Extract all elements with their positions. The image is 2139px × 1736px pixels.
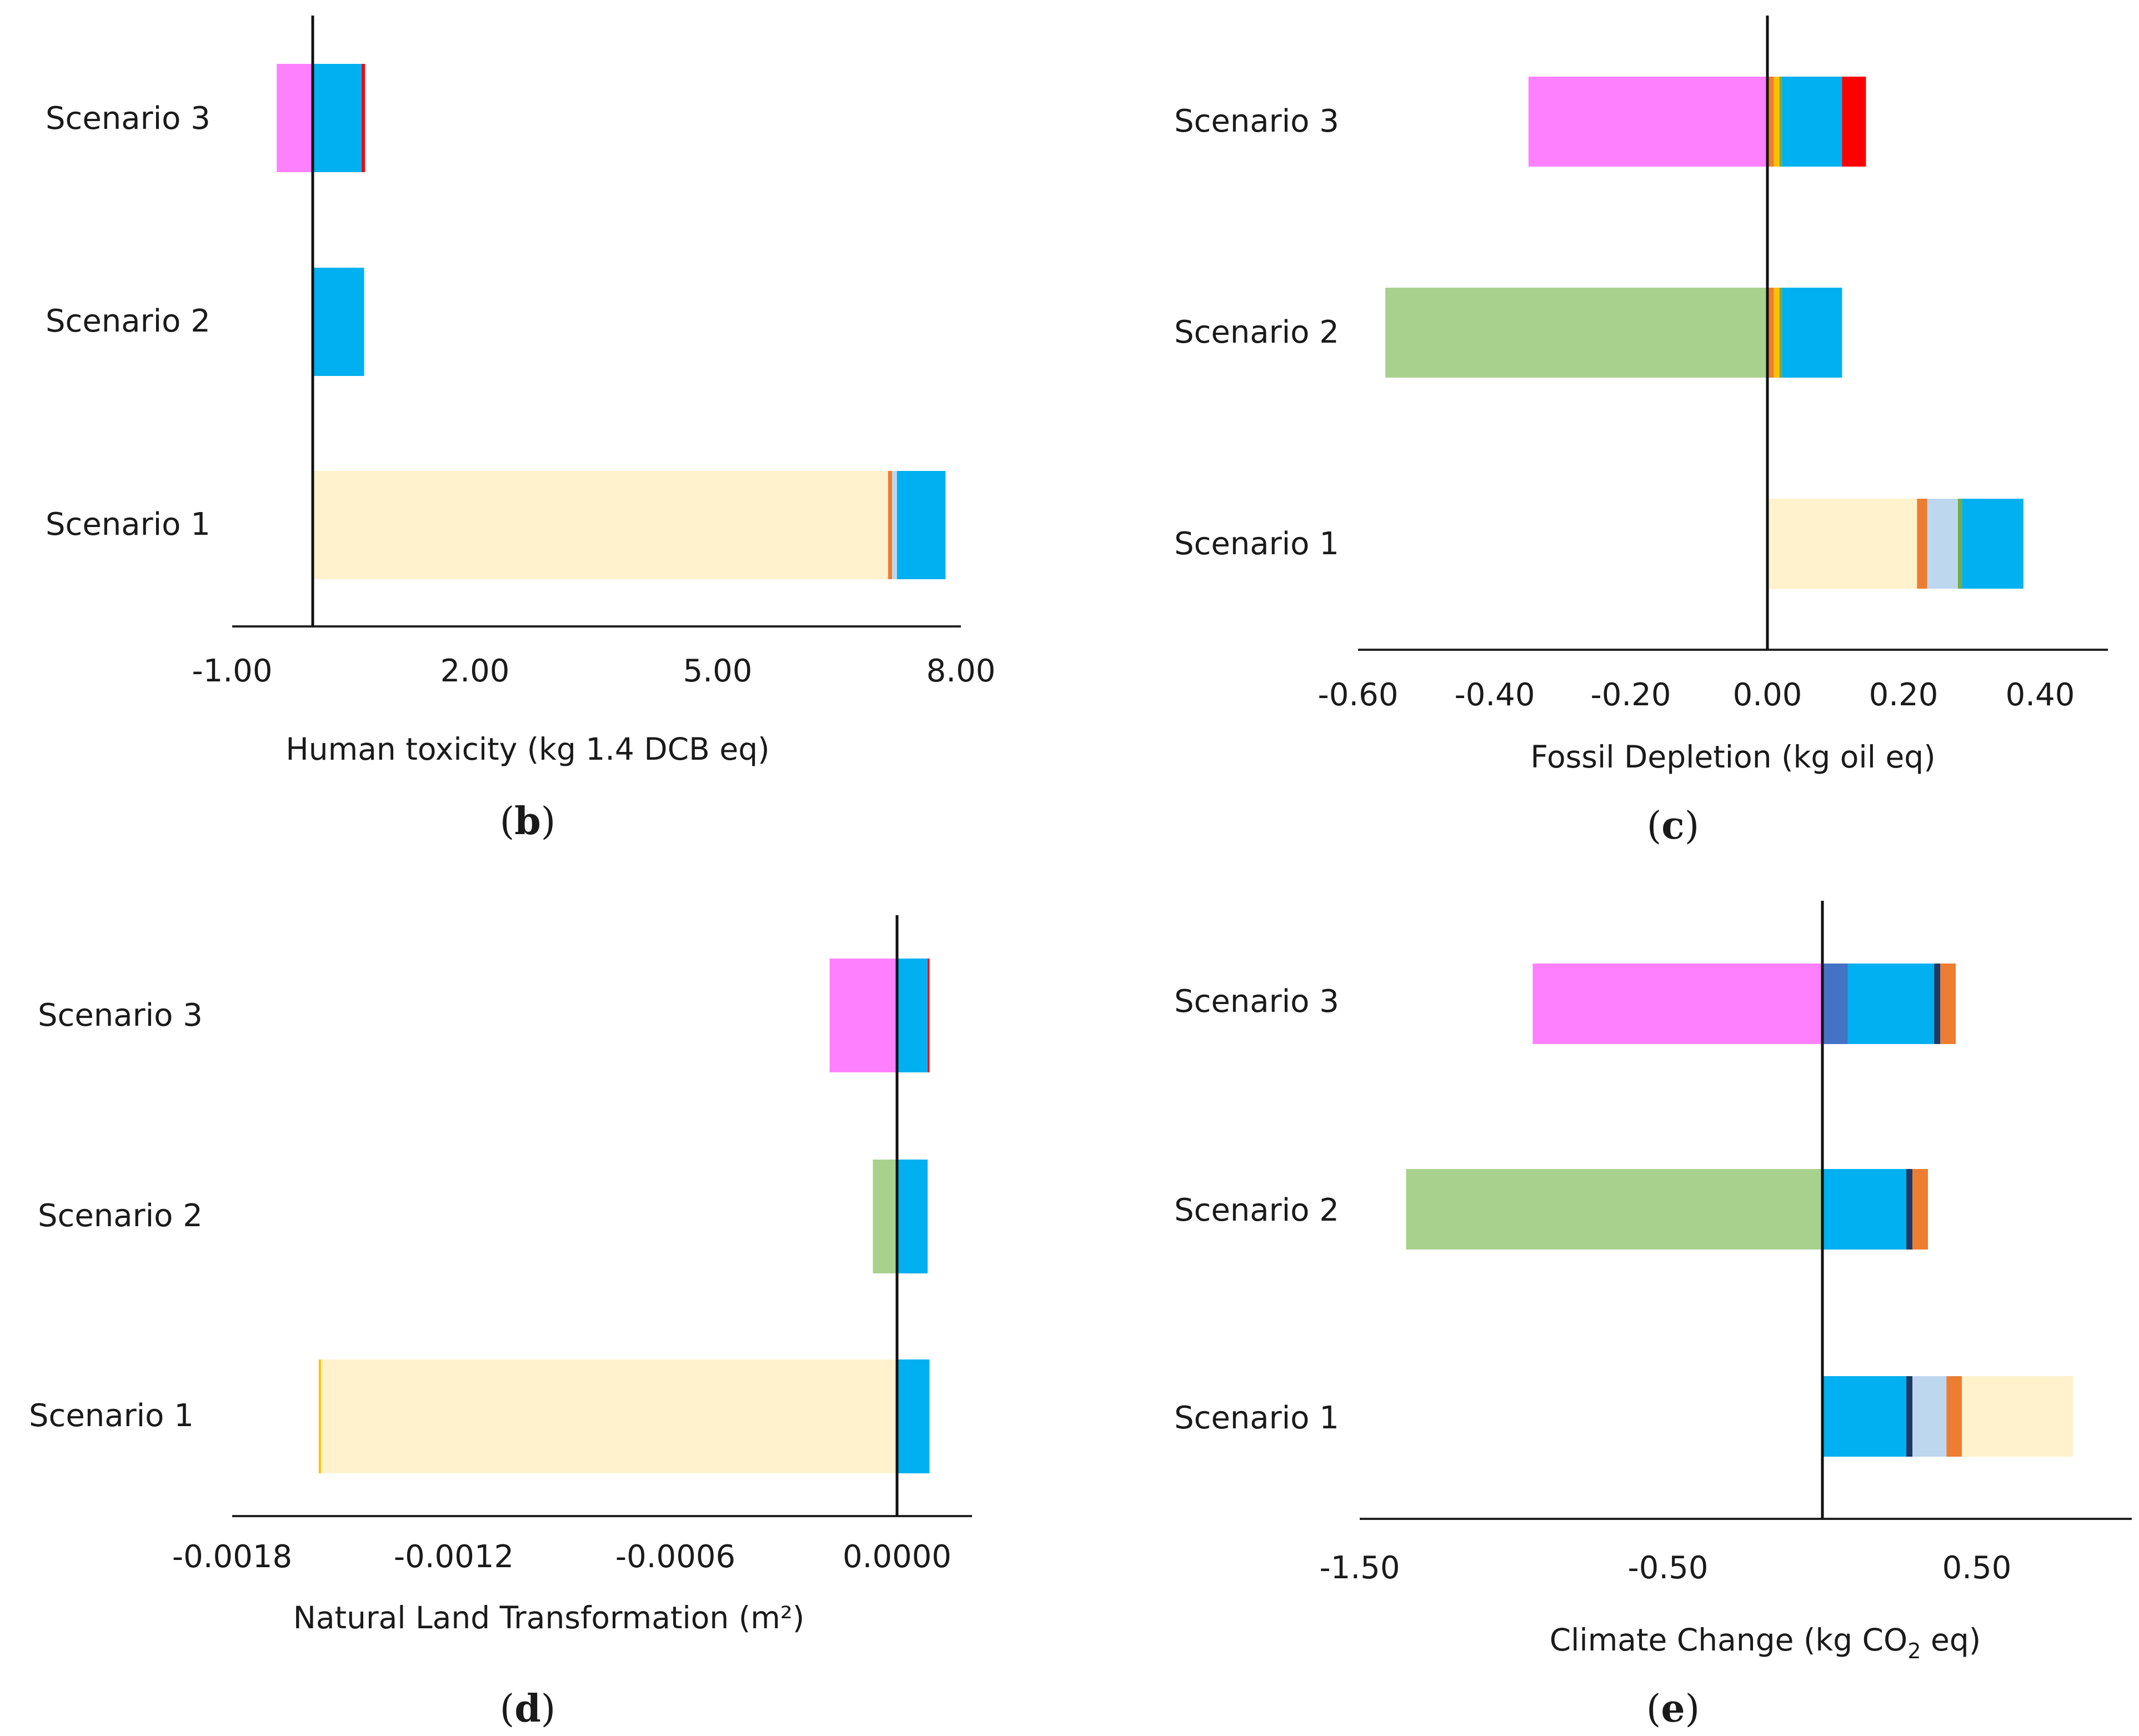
bar-segment — [1782, 288, 1842, 378]
panel-label-c: (c) — [1647, 804, 1699, 848]
bar-segment — [898, 1359, 930, 1473]
bar-segment — [362, 64, 365, 172]
bar-segment — [1779, 288, 1782, 378]
bar-segment — [1962, 1376, 2073, 1457]
bar-segment — [1532, 964, 1823, 1044]
x-tick-label: -0.0012 — [394, 1539, 514, 1575]
panel-b-bars — [277, 64, 946, 579]
x-axis-title: Fossil Depletion (kg oil eq) — [1530, 739, 1935, 775]
x-tick-label: 0.00 — [1733, 677, 1802, 713]
panel-e-bars — [1406, 964, 2073, 1457]
x-tick-label: -0.50 — [1628, 1550, 1709, 1586]
category-label: Scenario 1 — [1174, 1400, 1339, 1436]
bar-segment — [1847, 964, 1935, 1044]
bar-segment — [1823, 964, 1848, 1044]
bar-segment — [1906, 1169, 1913, 1250]
x-axis-title: Climate Change (kg CO2 eq) — [1550, 1622, 1981, 1663]
x-axis-title: Natural Land Transformation (m²) — [293, 1600, 805, 1635]
panel-label-b: (b) — [500, 799, 556, 844]
bar-segment — [829, 959, 898, 1072]
panel-c-bars — [1385, 77, 2023, 589]
bar-segment — [1958, 499, 1962, 589]
x-tick-label: -0.60 — [1318, 677, 1399, 713]
bar-segment — [1927, 499, 1958, 589]
panel-label-e: (e) — [1646, 1687, 1700, 1731]
bar-segment — [1823, 1169, 1907, 1250]
bar-segment — [1940, 964, 1956, 1044]
x-tick-label: 2.00 — [440, 653, 510, 689]
bar-segment — [1767, 499, 1917, 589]
bar-segment — [318, 1359, 321, 1473]
bar-segment — [1406, 1169, 1823, 1250]
x-tick-label: -0.20 — [1591, 677, 1671, 713]
bar-segment — [873, 1160, 898, 1273]
x-tick-label: -1.00 — [192, 653, 273, 689]
panel-d-natural-land-transformation: Scenario 3 Scenario 2 Scenario 1 -0.0018… — [29, 915, 972, 1731]
x-tick-label: 0.20 — [1869, 677, 1938, 713]
x-tick-label: 0.0000 — [843, 1539, 951, 1575]
category-label: Scenario 1 — [46, 506, 211, 543]
category-label: Scenario 3 — [1174, 103, 1339, 139]
category-label: Scenario 3 — [38, 997, 203, 1033]
bar-segment — [928, 959, 930, 1072]
x-tick-label: 0.40 — [2006, 677, 2075, 713]
panel-c-fossil-depletion: Scenario 3 Scenario 2 Scenario 1 -0.60 -… — [1174, 16, 2108, 848]
bar-segment — [313, 64, 362, 172]
bar-segment — [896, 471, 946, 579]
category-label: Scenario 1 — [1174, 526, 1339, 562]
bar-segment — [1912, 1169, 1928, 1250]
bar-segment — [1934, 964, 1941, 1044]
category-label: Scenario 1 — [29, 1398, 194, 1434]
panel-e-climate-change: Scenario 3 Scenario 2 Scenario 1 -1.50 -… — [1174, 901, 2132, 1731]
category-label: Scenario 2 — [1174, 314, 1339, 350]
bar-segment — [1842, 77, 1866, 167]
x-tick-label: -0.0018 — [172, 1539, 292, 1575]
x-tick-label: -0.0006 — [615, 1539, 735, 1575]
bar-segment — [313, 471, 888, 579]
category-label: Scenario 2 — [46, 303, 211, 339]
bar-segment — [888, 471, 893, 579]
category-label: Scenario 2 — [1174, 1192, 1339, 1228]
bar-segment — [1912, 1376, 1947, 1457]
bar-segment — [1906, 1376, 1913, 1457]
bar-segment — [1774, 288, 1780, 378]
bar-segment — [898, 1160, 928, 1273]
bar-segment — [898, 959, 928, 1072]
bar-segment — [1779, 77, 1782, 167]
panel-b-human-toxicity: Scenario 3 Scenario 2 Scenario 1 -1.00 2… — [46, 16, 995, 844]
bar-segment — [1774, 77, 1780, 167]
x-axis-title: Human toxicity (kg 1.4 DCB eq) — [285, 731, 769, 767]
bar-segment — [320, 1359, 898, 1473]
bar-segment — [277, 64, 313, 172]
x-tick-label: -0.40 — [1455, 677, 1535, 713]
x-tick-label: 8.00 — [926, 653, 996, 689]
x-tick-label: 5.00 — [683, 653, 753, 689]
bar-segment — [1528, 77, 1767, 167]
bar-segment — [313, 268, 364, 376]
bar-segment — [892, 471, 897, 579]
category-label: Scenario 3 — [1174, 984, 1339, 1020]
bar-segment — [1917, 499, 1927, 589]
bar-segment — [1823, 1376, 1907, 1457]
x-tick-label: 0.50 — [1942, 1550, 2012, 1586]
bar-segment — [1946, 1376, 1962, 1457]
category-label: Scenario 3 — [46, 101, 211, 137]
bar-segment — [1385, 288, 1767, 378]
category-label: Scenario 2 — [38, 1198, 203, 1234]
bar-segment — [1962, 499, 2023, 589]
bar-segment — [1782, 77, 1842, 167]
panel-label-d: (d) — [500, 1687, 556, 1731]
panel-d-bars — [318, 959, 930, 1473]
x-tick-label: -1.50 — [1320, 1550, 1400, 1586]
